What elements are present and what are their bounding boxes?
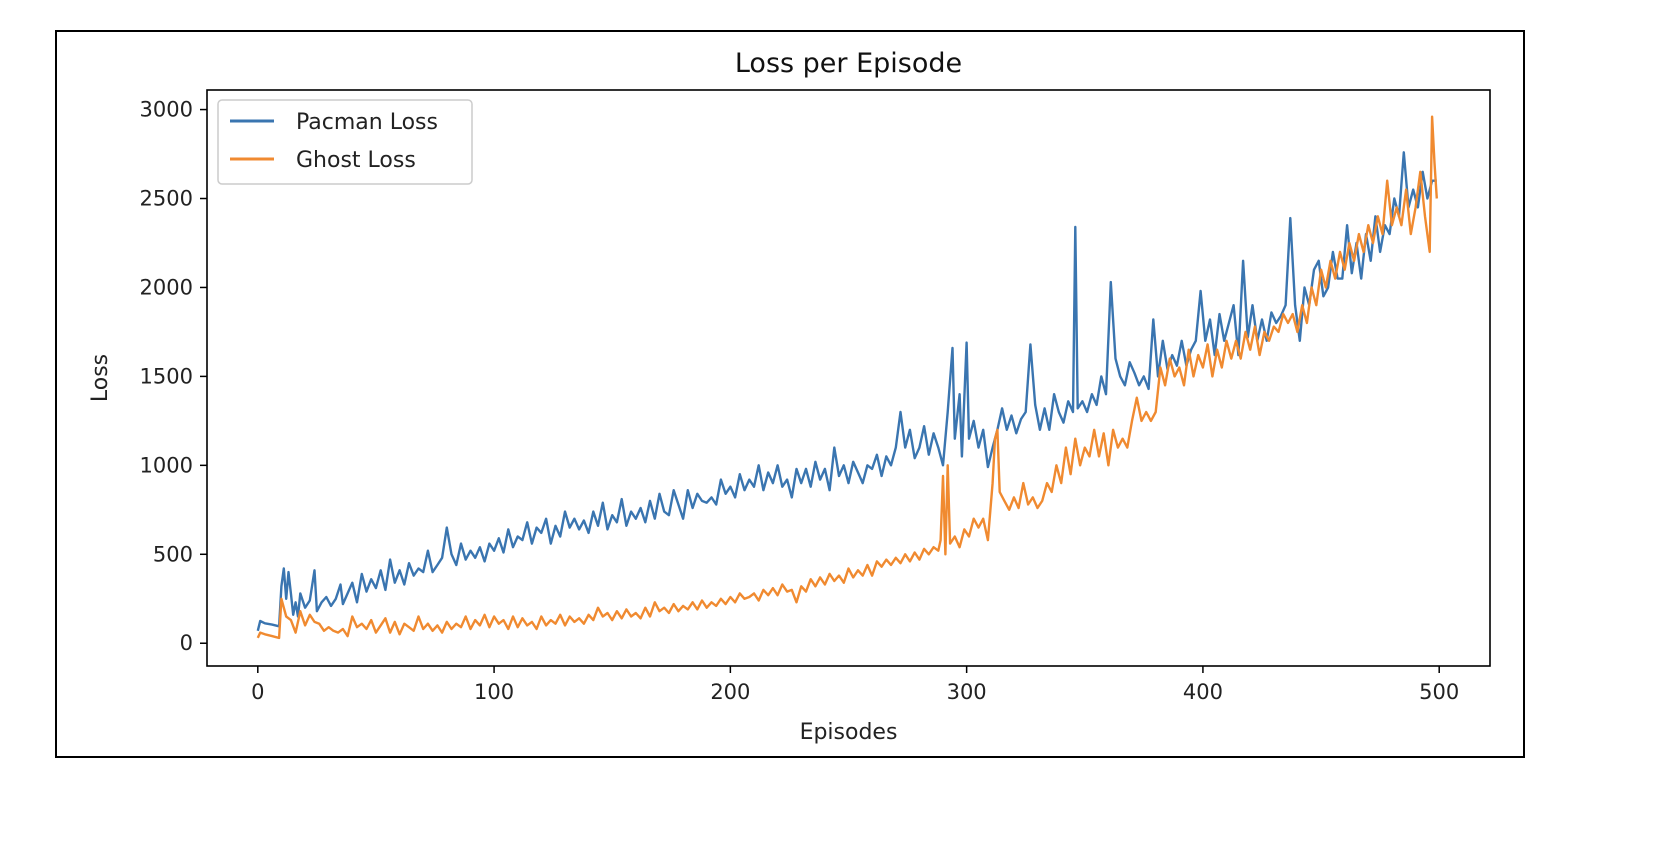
y-tick-label: 1500 bbox=[140, 364, 193, 388]
legend: Pacman Loss Ghost Loss bbox=[217, 99, 473, 185]
y-tick-label: 0 bbox=[180, 631, 193, 655]
y-ticks: 0 500 1000 1500 2000 2500 3000 bbox=[140, 98, 207, 655]
series-group bbox=[256, 115, 1438, 640]
figure-frame: Loss per Episode Episodes Loss 0 100 200 30… bbox=[55, 30, 1525, 758]
y-tick-label: 2500 bbox=[140, 187, 193, 211]
x-tick-label: 200 bbox=[710, 680, 750, 704]
y-tick-label: 3000 bbox=[140, 98, 193, 122]
legend-label-pacman: Pacman Loss bbox=[296, 110, 438, 135]
x-tick-label: 100 bbox=[474, 680, 514, 704]
x-axis-label: Episodes bbox=[800, 720, 898, 745]
y-tick-label: 1000 bbox=[140, 453, 193, 477]
y-axis-label: Loss bbox=[88, 354, 113, 402]
legend-box bbox=[217, 99, 473, 185]
series-line-ghost-loss bbox=[256, 115, 1438, 640]
x-ticks: 0 100 200 300 400 500 bbox=[251, 666, 1459, 704]
x-tick-label: 300 bbox=[947, 680, 987, 704]
y-tick-label: 500 bbox=[153, 542, 193, 566]
y-tick-label: 2000 bbox=[140, 275, 193, 299]
x-tick-label: 0 bbox=[251, 680, 264, 704]
chart-svg: Loss per Episode Episodes Loss 0 100 200 30… bbox=[88, 48, 1491, 745]
x-tick-label: 500 bbox=[1419, 680, 1459, 704]
series-line-pacman-loss bbox=[256, 151, 1437, 632]
x-tick-label: 400 bbox=[1183, 680, 1223, 704]
legend-label-ghost: Ghost Loss bbox=[296, 148, 416, 173]
chart-title: Loss per Episode bbox=[735, 48, 962, 79]
